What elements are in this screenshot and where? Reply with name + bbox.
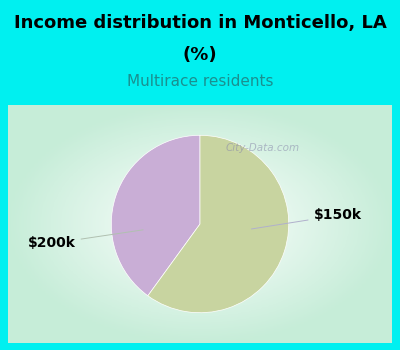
Text: Income distribution in Monticello, LA: Income distribution in Monticello, LA [14,14,386,32]
Text: City-Data.com: City-Data.com [226,143,300,153]
FancyBboxPatch shape [0,100,400,348]
Text: $150k: $150k [252,208,362,229]
Text: (%): (%) [183,46,217,63]
Text: $200k: $200k [28,230,143,251]
Wedge shape [148,135,289,313]
Wedge shape [111,135,200,296]
Text: Multirace residents: Multirace residents [127,74,273,89]
